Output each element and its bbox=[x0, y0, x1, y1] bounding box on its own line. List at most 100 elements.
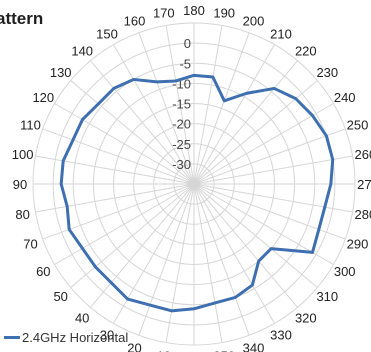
grid-spoke bbox=[90, 183, 195, 308]
angle-tick-label: 350 bbox=[213, 348, 235, 352]
radial-tick-label: -5 bbox=[179, 56, 191, 71]
grid-spoke bbox=[54, 183, 195, 265]
data-point bbox=[113, 87, 115, 90]
grid-spoke bbox=[90, 60, 195, 185]
angle-tick-label: 340 bbox=[243, 341, 265, 352]
data-point bbox=[311, 251, 314, 254]
grid-spoke bbox=[113, 44, 195, 185]
radial-tick-label: 0 bbox=[184, 36, 191, 51]
data-point bbox=[170, 310, 173, 312]
grid-spoke bbox=[193, 183, 275, 324]
angle-tick-label: 190 bbox=[213, 6, 235, 21]
angle-tick-label: 110 bbox=[20, 118, 41, 133]
data-point bbox=[324, 206, 326, 208]
angle-tick-label: 270 bbox=[357, 177, 371, 192]
grid-spoke bbox=[193, 183, 318, 288]
data-point bbox=[68, 228, 70, 231]
angle-tick-label: 70 bbox=[23, 237, 37, 252]
grid-spoke bbox=[193, 128, 346, 185]
angle-tick-label: 240 bbox=[334, 90, 356, 105]
data-point bbox=[126, 298, 129, 300]
chart-title: attern bbox=[0, 9, 44, 28]
angle-tick-label: 120 bbox=[32, 90, 54, 105]
data-point bbox=[156, 81, 158, 83]
angle-tick-label: 140 bbox=[71, 44, 93, 59]
angle-tick-label: 200 bbox=[243, 14, 265, 29]
data-point bbox=[110, 281, 113, 284]
angle-tick-label: 300 bbox=[334, 264, 356, 279]
data-point bbox=[270, 247, 272, 250]
grid-spoke bbox=[35, 183, 195, 213]
angle-tick-label: 260 bbox=[355, 147, 371, 162]
angle-tick-label: 230 bbox=[316, 65, 338, 80]
radial-tick-label: -15 bbox=[172, 97, 191, 112]
angle-tick-label: 60 bbox=[36, 264, 50, 279]
grid-spoke bbox=[138, 183, 195, 336]
data-point bbox=[223, 99, 226, 102]
data-point bbox=[257, 260, 260, 262]
grid-spoke bbox=[193, 44, 275, 185]
angle-tick-label: 50 bbox=[53, 289, 67, 304]
data-point bbox=[81, 247, 84, 250]
series-layer bbox=[59, 73, 335, 313]
angle-tick-label: 80 bbox=[15, 207, 29, 222]
angle-tick-label: 250 bbox=[347, 118, 369, 133]
angle-tick-label: 160 bbox=[124, 14, 146, 29]
data-point bbox=[311, 114, 314, 117]
grid-spoke bbox=[193, 183, 298, 308]
data-point bbox=[318, 228, 320, 231]
radial-axis-labels: 0-5-10-15-20-25-30 bbox=[172, 36, 191, 172]
angle-tick-label: 20 bbox=[127, 341, 141, 352]
data-point bbox=[325, 135, 328, 137]
grid-spoke bbox=[193, 103, 334, 185]
data-point bbox=[66, 205, 68, 208]
angle-tick-label: 130 bbox=[50, 65, 72, 80]
angle-tick-label: 10 bbox=[157, 348, 171, 352]
grid-spoke bbox=[165, 25, 195, 185]
data-point bbox=[212, 76, 214, 78]
legend: 2.4GHz Horizontal bbox=[4, 330, 128, 345]
angle-tick-label: 210 bbox=[270, 26, 292, 41]
data-point bbox=[245, 92, 248, 95]
data-point bbox=[175, 80, 177, 82]
angle-tick-label: 310 bbox=[316, 289, 338, 304]
grid-spoke bbox=[193, 25, 223, 185]
angle-tick-label: 180 bbox=[183, 3, 205, 18]
polar-grid bbox=[32, 22, 356, 346]
angle-tick-label: 90 bbox=[13, 177, 27, 192]
grid-spoke bbox=[42, 128, 195, 185]
angle-tick-label: 330 bbox=[270, 328, 292, 343]
angle-tick-label: 100 bbox=[12, 147, 34, 162]
grid-spoke bbox=[193, 60, 298, 185]
data-point bbox=[60, 183, 62, 185]
angle-tick-label: 320 bbox=[295, 310, 317, 325]
grid-spoke bbox=[54, 103, 195, 185]
data-point bbox=[330, 183, 332, 185]
radial-tick-label: -30 bbox=[172, 157, 191, 172]
data-point bbox=[94, 265, 97, 268]
angle-tick-label: 280 bbox=[355, 207, 371, 222]
grid-spoke bbox=[70, 183, 195, 288]
grid-spoke bbox=[193, 183, 223, 343]
data-point bbox=[72, 139, 74, 141]
data-point bbox=[273, 87, 276, 90]
data-point bbox=[234, 296, 237, 299]
data-point bbox=[331, 158, 334, 161]
data-point bbox=[149, 304, 151, 306]
angle-tick-label: 220 bbox=[295, 44, 317, 59]
angle-tick-label: 30 bbox=[100, 328, 114, 343]
angle-tick-label: 150 bbox=[96, 26, 118, 41]
grid-spoke bbox=[138, 32, 195, 185]
data-point bbox=[294, 97, 297, 100]
grid-spoke bbox=[193, 183, 250, 336]
data-point bbox=[193, 307, 195, 310]
legend-label: 2.4GHz Horizontal bbox=[22, 330, 129, 345]
angle-tick-label: 40 bbox=[75, 310, 89, 325]
grid-spoke bbox=[193, 32, 250, 185]
data-point bbox=[62, 160, 64, 162]
angle-tick-label: 170 bbox=[153, 6, 175, 21]
grid-spoke bbox=[70, 80, 195, 185]
data-point bbox=[97, 103, 100, 105]
data-point bbox=[214, 302, 216, 304]
